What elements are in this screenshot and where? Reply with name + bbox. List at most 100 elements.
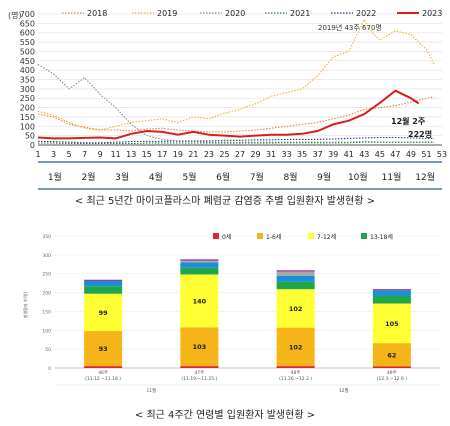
category-label: 47주 bbox=[194, 370, 204, 376]
y-tick-label: 250 bbox=[42, 272, 51, 278]
y-tick-label: 600 bbox=[20, 29, 35, 38]
bar-segment-other bbox=[84, 279, 123, 281]
x-tick-label: 45 bbox=[375, 150, 385, 159]
bar-segment-1-6세 bbox=[372, 343, 411, 367]
bar-chart-bars: 93 99 103 140 102 102 62 105 bbox=[84, 259, 411, 368]
month-label: 11월 bbox=[382, 171, 402, 183]
y-tick-label: 350 bbox=[42, 234, 51, 240]
y-tick-label: 450 bbox=[20, 57, 35, 66]
y-tick-label: 500 bbox=[20, 47, 35, 56]
x-tick-label: 21 bbox=[188, 150, 198, 159]
bar-segment-13-18세 bbox=[84, 286, 123, 294]
month-label: 2월 bbox=[81, 171, 95, 183]
x-tick-label: 43 bbox=[359, 150, 369, 159]
bar-segment-7-12세 bbox=[84, 293, 123, 332]
x-tick-label: 5 bbox=[67, 150, 72, 159]
bar-segment-other bbox=[180, 259, 219, 261]
bar-chart-month-groups: 11월 12월 bbox=[55, 384, 440, 394]
x-tick-label: 27 bbox=[235, 150, 245, 159]
x-tick-label: 11 bbox=[111, 150, 121, 159]
x-tick-label: 9 bbox=[98, 150, 103, 159]
category-label: 46주 bbox=[98, 370, 108, 376]
legend-label-2019: 2019 bbox=[157, 9, 177, 18]
month-label: 10월 bbox=[348, 171, 368, 183]
category-sublabel: (12.3.~12.9.) bbox=[377, 376, 407, 382]
y-tick-label: 0 bbox=[48, 366, 51, 372]
series-line-2018 bbox=[37, 96, 435, 133]
category-sublabel: (11.19.~11.25.) bbox=[181, 376, 217, 382]
bar-segment-other bbox=[276, 270, 315, 272]
bar-segment-0세 bbox=[84, 366, 123, 368]
bar-segment-13-18세 bbox=[180, 267, 219, 275]
line-chart-annotation-value: 222명 bbox=[408, 129, 432, 139]
y-tick-label: 250 bbox=[20, 94, 35, 103]
x-tick-label: 17 bbox=[157, 150, 167, 159]
y-tick-label: 700 bbox=[20, 10, 35, 19]
data-label: 102 bbox=[289, 343, 303, 351]
legend-swatch-1-6세 bbox=[257, 233, 263, 239]
month-label: 9월 bbox=[317, 171, 331, 183]
legend-label-2021: 2021 bbox=[290, 9, 310, 18]
line-chart-months: 1월 2월 3월 4월 5월 6월 7월 8월 9월 10월 11월 12월 bbox=[48, 171, 435, 183]
bar-chart-y-label: 발생환자 수(명) bbox=[22, 291, 28, 318]
y-tick-label: 300 bbox=[20, 85, 35, 94]
x-tick-label: 51 bbox=[421, 150, 431, 159]
month-label: 4월 bbox=[149, 171, 163, 183]
data-label: 93 bbox=[99, 345, 108, 353]
x-tick-label: 13 bbox=[126, 150, 136, 159]
legend-label-2022: 2022 bbox=[356, 9, 376, 18]
category-label: 48주 bbox=[291, 370, 301, 376]
x-tick-label: 23 bbox=[204, 150, 214, 159]
x-tick-label: 37 bbox=[313, 150, 323, 159]
y-tick-label: 400 bbox=[20, 66, 35, 75]
bar-segment-other bbox=[372, 290, 411, 296]
data-label: 103 bbox=[193, 343, 207, 351]
x-tick-label: 25 bbox=[219, 150, 229, 159]
x-tick-label: 19 bbox=[173, 150, 183, 159]
bar-segment-13-18세 bbox=[372, 295, 411, 304]
bar-segment-other bbox=[180, 260, 219, 263]
x-tick-label: 35 bbox=[297, 150, 307, 159]
x-tick-label: 33 bbox=[282, 150, 292, 159]
line-chart: 0501001502002503003504004505005506006507… bbox=[8, 9, 447, 190]
series-line-2021 bbox=[38, 141, 435, 145]
x-tick-label: 39 bbox=[328, 150, 338, 159]
line-chart-y-ticks: 0501001502002503003504004505005506006507… bbox=[20, 10, 35, 150]
series-line-2023 bbox=[37, 89, 420, 140]
month-label: 3월 bbox=[115, 171, 129, 183]
y-tick-label: 0 bbox=[30, 141, 35, 150]
bar-segment-0세 bbox=[372, 366, 411, 368]
bar-segment-1-6세 bbox=[180, 327, 219, 367]
month-label: 6월 bbox=[216, 171, 230, 183]
y-tick-label: 100 bbox=[20, 122, 35, 131]
line-chart-x-ticks: 1 3 5 7 9 11 13 15 17 19 21 23 25 27 29 31 33 35 37 39 41 43 4… bbox=[35, 150, 447, 159]
x-tick-label: 49 bbox=[406, 150, 416, 159]
y-tick-label: 150 bbox=[42, 309, 51, 315]
line-chart-y-unit: (명) bbox=[8, 10, 22, 20]
legend-label-7-12세: 7-12세 bbox=[317, 233, 336, 241]
legend-label-2023: 2023 bbox=[422, 9, 442, 18]
y-tick-label: 300 bbox=[42, 253, 51, 259]
category-label: 49주 bbox=[387, 370, 397, 376]
month-label: 7월 bbox=[250, 171, 264, 183]
data-label: 62 bbox=[387, 351, 396, 359]
legend-swatch-0세 bbox=[213, 233, 219, 239]
stacked-bar-chart: 0 50 100 150 200 250 300 350 발생환자 수(명) 0세 1-6세 7-… bbox=[22, 233, 440, 394]
month-group-label: 11월 bbox=[146, 387, 156, 394]
month-label: 12월 bbox=[415, 171, 435, 183]
bar-segment-other bbox=[276, 275, 315, 282]
y-tick-label: 50 bbox=[45, 347, 51, 353]
bar-segment-1-6세 bbox=[276, 327, 315, 367]
legend-swatch-13-18세 bbox=[361, 233, 367, 239]
y-tick-label: 150 bbox=[20, 113, 35, 122]
x-tick-label: 1 bbox=[35, 150, 40, 159]
y-tick-label: 550 bbox=[20, 38, 35, 47]
bar-segment-13-18세 bbox=[276, 281, 315, 290]
bar-segment-7-12세 bbox=[372, 303, 411, 344]
data-label: 105 bbox=[385, 320, 399, 328]
bar-chart-legend: 0세 1-6세 7-12세 13-18세 bbox=[213, 233, 393, 241]
series-line-2020 bbox=[37, 64, 435, 143]
legend-label-1-6세: 1-6세 bbox=[266, 233, 281, 241]
data-label: 102 bbox=[289, 305, 303, 313]
